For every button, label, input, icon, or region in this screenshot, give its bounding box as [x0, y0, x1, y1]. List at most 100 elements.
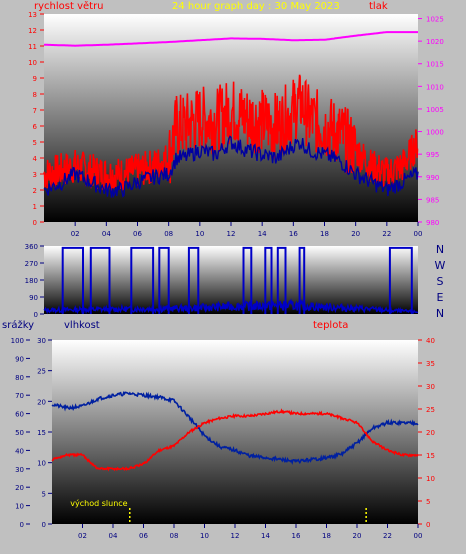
y-left-tick-label: 3: [33, 171, 37, 179]
wind-direction-segment: [264, 246, 273, 314]
wind-direction-segment: [388, 246, 413, 314]
rain-tick-label: 90: [15, 355, 24, 363]
y-right-tick-label: 1005: [426, 106, 444, 114]
y-left-tick-label: 9: [33, 75, 37, 83]
temperature-tick-label: 25: [426, 406, 435, 414]
y-tick-label: 180: [25, 277, 38, 285]
x-tick-label: 00: [414, 230, 423, 238]
y-left-tick-label: 11: [28, 43, 37, 51]
wind-direction-segment: [158, 246, 170, 314]
humidity-tick-label: 10: [37, 460, 46, 468]
wind-direction-segment: [61, 246, 84, 314]
x-tick-label: 06: [133, 230, 142, 238]
compass-n-label: N: [436, 243, 444, 256]
humidity-tick-label: 5: [42, 490, 46, 498]
y-tick-label: 0: [34, 311, 38, 319]
y-right-tick-label: 995: [426, 151, 439, 159]
rain-label: srážky: [2, 320, 35, 331]
series-humidity: [51, 391, 419, 466]
temperature-label: teplota: [313, 320, 349, 331]
compass-s-label: S: [437, 275, 444, 288]
temperature-tick-label: 15: [426, 452, 435, 460]
x-tick-label: 12: [231, 532, 240, 540]
pressure-label: tlak: [369, 1, 388, 12]
x-tick-label: 18: [320, 230, 329, 238]
y-right-tick-label: 980: [426, 219, 439, 227]
series-pressure: [43, 31, 418, 47]
temperature-tick-label: 30: [426, 383, 435, 391]
x-tick-label: 02: [78, 532, 87, 540]
wind-direction-segment: [89, 246, 111, 314]
wind-pressure-chart: 0123456789101112139809859909951000100510…: [28, 11, 444, 238]
y-right-tick-label: 1010: [426, 83, 444, 91]
y-left-tick-label: 12: [28, 27, 37, 35]
y-tick-label: 360: [25, 243, 38, 251]
rain-tick-label: 70: [15, 392, 24, 400]
humidity-tick-label: 25: [37, 368, 46, 376]
y-left-tick-label: 1: [33, 203, 37, 211]
wind-direction-segment: [187, 246, 200, 314]
wind-direction-segment: [298, 246, 306, 314]
x-tick-label: 20: [353, 532, 362, 540]
temperature-tick-label: 10: [426, 475, 435, 483]
x-tick-label: 10: [200, 532, 209, 540]
humidity-tick-label: 15: [37, 429, 46, 437]
humidity-tick-label: 0: [42, 521, 46, 529]
y-right-tick-label: 1015: [426, 61, 444, 69]
rain-tick-label: 80: [15, 374, 24, 382]
rain-tick-label: 100: [11, 337, 24, 345]
rain-tick-label: 20: [15, 484, 24, 492]
x-tick-label: 14: [258, 230, 267, 238]
temperature-tick-label: 40: [426, 337, 435, 345]
wind-direction-segment: [130, 246, 155, 314]
humidity-tick-label: 30: [37, 337, 46, 345]
x-tick-label: 04: [109, 532, 118, 540]
wind-speed-label: rychlost větru: [34, 1, 104, 12]
compass-n-label: N: [436, 307, 444, 320]
x-tick-label: 06: [139, 532, 148, 540]
x-tick-label: 20: [351, 230, 360, 238]
temperature-tick-label: 0: [426, 521, 430, 529]
humidity-temperature-chart: 0102030405060708090100051015202530051015…: [11, 337, 435, 540]
x-tick-label: 08: [170, 532, 179, 540]
y-right-tick-label: 990: [426, 174, 439, 182]
rain-tick-label: 50: [15, 429, 24, 437]
series-temperature: [51, 408, 419, 472]
x-tick-label: 16: [292, 532, 301, 540]
x-tick-label: 22: [383, 532, 392, 540]
y-left-tick-label: 5: [33, 139, 37, 147]
rain-tick-label: 30: [15, 466, 24, 474]
compass-w-label: W: [435, 259, 446, 272]
y-left-tick-label: 8: [33, 91, 37, 99]
y-left-tick-label: 6: [33, 123, 38, 131]
y-left-tick-label: 0: [33, 219, 37, 227]
humidity-tick-label: 20: [37, 398, 46, 406]
x-tick-label: 18: [322, 532, 331, 540]
series-wind-direction: [43, 298, 419, 315]
graph-title: 24 hour graph day : 30 May 2023: [172, 1, 340, 12]
y-right-tick-label: 1025: [426, 16, 444, 24]
x-tick-label: 16: [289, 230, 298, 238]
y-left-tick-label: 10: [28, 59, 37, 67]
humidity-label: vlhkost: [64, 320, 100, 331]
y-left-tick-label: 13: [28, 11, 37, 19]
x-tick-label: 08: [164, 230, 173, 238]
y-tick-label: 270: [25, 260, 38, 268]
wind-direction-segment: [276, 246, 287, 314]
y-left-tick-label: 7: [33, 107, 37, 115]
x-tick-label: 10: [195, 230, 204, 238]
plot-area: [52, 340, 418, 524]
plot-area: [44, 246, 418, 314]
temperature-tick-label: 5: [426, 498, 430, 506]
x-tick-label: 02: [71, 230, 80, 238]
y-left-tick-label: 2: [33, 187, 37, 195]
compass-e-label: E: [437, 291, 444, 304]
y-left-tick-label: 4: [33, 155, 38, 163]
rain-tick-label: 40: [15, 447, 24, 455]
wind-direction-segment: [242, 246, 253, 314]
y-right-tick-label: 1000: [426, 129, 444, 137]
y-right-tick-label: 985: [426, 196, 439, 204]
temperature-tick-label: 20: [426, 429, 435, 437]
